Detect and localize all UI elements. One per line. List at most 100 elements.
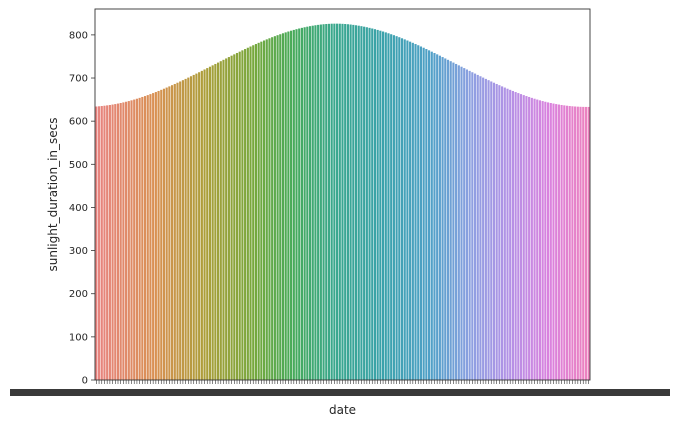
y-tick-label: 100 <box>69 332 88 343</box>
bar <box>284 32 287 380</box>
bar <box>584 106 588 381</box>
bar <box>463 68 466 380</box>
bar <box>552 103 555 380</box>
bar <box>257 42 260 380</box>
y-tick-label: 700 <box>69 74 88 85</box>
bar <box>479 76 482 380</box>
bar <box>106 105 109 381</box>
bar <box>333 23 336 380</box>
bar <box>379 30 382 380</box>
bar <box>222 59 225 380</box>
bar <box>368 27 371 380</box>
bar <box>341 23 344 381</box>
bar <box>233 54 236 381</box>
bar <box>373 29 377 380</box>
bar <box>181 80 184 381</box>
y-tick-label: 200 <box>69 289 88 300</box>
bar <box>517 93 520 380</box>
bar <box>357 25 360 380</box>
bar <box>438 55 441 381</box>
y-tick-label: 400 <box>69 203 88 214</box>
bar <box>457 65 460 380</box>
bar <box>238 51 241 381</box>
bar <box>555 104 558 380</box>
bar <box>446 59 450 380</box>
bar <box>436 54 439 381</box>
bar <box>349 24 352 381</box>
bar <box>295 29 298 380</box>
bar <box>130 100 133 380</box>
bar <box>227 57 230 381</box>
bar <box>546 102 550 381</box>
bar <box>322 24 325 380</box>
bar <box>574 106 577 380</box>
bar <box>244 49 247 380</box>
bar <box>487 80 490 381</box>
bar <box>103 105 106 380</box>
bar <box>403 39 406 381</box>
bar <box>298 28 301 380</box>
bar <box>198 72 201 381</box>
bar <box>582 106 585 380</box>
bar <box>219 61 222 380</box>
bar <box>271 37 274 381</box>
bar <box>455 63 458 381</box>
bar <box>528 96 531 381</box>
bar <box>395 36 398 381</box>
bar <box>346 24 349 380</box>
bar <box>171 85 174 381</box>
bar <box>165 87 168 380</box>
bar <box>376 29 379 380</box>
bar <box>522 95 525 381</box>
bar <box>225 58 228 380</box>
bar <box>116 103 120 380</box>
bar <box>325 24 328 380</box>
bar <box>154 92 157 380</box>
bar <box>530 97 533 381</box>
y-tick-label: 300 <box>69 246 88 257</box>
bar <box>276 35 279 380</box>
y-tick-label: 800 <box>69 30 88 41</box>
bar <box>279 34 282 381</box>
bar <box>192 74 195 381</box>
bar <box>308 26 312 380</box>
bar <box>179 81 182 380</box>
bar <box>576 106 579 381</box>
bar <box>230 55 233 381</box>
bar <box>352 24 355 380</box>
y-tick-label: 500 <box>69 160 88 171</box>
bar <box>565 105 569 380</box>
bar <box>514 92 517 380</box>
bar <box>338 23 341 381</box>
bar <box>268 38 271 380</box>
bar <box>492 82 496 380</box>
bar <box>344 24 347 380</box>
bar <box>476 74 479 381</box>
x-axis-label: date <box>329 403 356 417</box>
bar <box>125 101 128 380</box>
bar <box>303 27 306 380</box>
bar <box>114 104 117 380</box>
bar <box>200 70 203 381</box>
bar <box>281 33 285 380</box>
bar <box>406 40 409 381</box>
bar <box>111 104 114 381</box>
bar <box>108 104 111 381</box>
bar <box>465 69 468 380</box>
bar <box>579 106 582 381</box>
bar <box>460 66 463 380</box>
bar <box>484 78 487 380</box>
bar <box>363 26 366 380</box>
bar <box>95 106 98 380</box>
bar <box>160 89 163 380</box>
bar-series <box>95 23 590 381</box>
bar <box>571 106 574 380</box>
bar <box>314 25 317 380</box>
bar <box>187 77 190 380</box>
bar <box>119 103 122 380</box>
bar <box>360 26 363 380</box>
bar <box>490 81 493 380</box>
bar <box>392 35 395 380</box>
bar <box>246 47 249 381</box>
bar <box>252 45 255 381</box>
